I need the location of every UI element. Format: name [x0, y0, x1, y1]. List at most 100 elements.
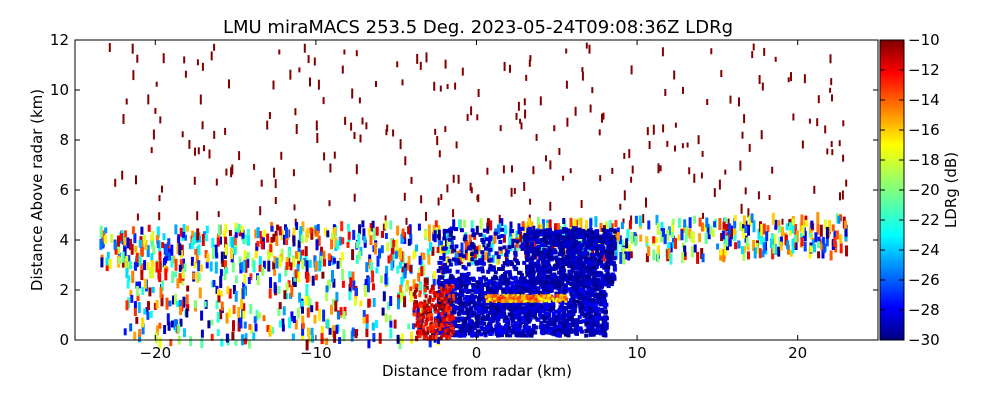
- heatmap-cell: [570, 254, 574, 259]
- heatmap-cell: [217, 224, 221, 236]
- heatmap-cell: [541, 299, 545, 303]
- heatmap-cell: [510, 187, 513, 197]
- heatmap-cell: [486, 243, 491, 248]
- heatmap-cell: [589, 315, 593, 320]
- heatmap-cell: [531, 288, 536, 293]
- heatmap-cell: [266, 120, 269, 130]
- heatmap-cell: [603, 309, 608, 314]
- heatmap-cell: [292, 277, 296, 287]
- heatmap-cell: [563, 283, 567, 288]
- heatmap-cell: [385, 265, 389, 276]
- heatmap-cell: [150, 253, 154, 263]
- heatmap-cell: [388, 315, 392, 326]
- heatmap-cell: [565, 232, 570, 237]
- heatmap-cell: [556, 223, 560, 233]
- heatmap-cell: [158, 260, 162, 273]
- heatmap-cell: [452, 296, 456, 301]
- heatmap-cell: [535, 245, 540, 250]
- heatmap-cell: [629, 251, 633, 259]
- heatmap-cell: [451, 284, 455, 289]
- heatmap-cell: [499, 299, 503, 303]
- heatmap-cell: [529, 285, 534, 289]
- heatmap-cell: [416, 53, 419, 64]
- heatmap-cell: [476, 114, 479, 121]
- heatmap-cell: [541, 272, 546, 277]
- heatmap-cell: [514, 301, 519, 306]
- heatmap-cell: [516, 294, 520, 297]
- heatmap-cell: [449, 284, 453, 289]
- heatmap-cell: [225, 333, 229, 343]
- heatmap-cell: [307, 55, 310, 64]
- heatmap-cell: [384, 233, 388, 239]
- heatmap-cell: [652, 124, 655, 135]
- heatmap-cell: [828, 220, 832, 233]
- heatmap-cell: [526, 221, 530, 232]
- heatmap-cell: [444, 328, 448, 333]
- heatmap-cell: [501, 264, 506, 269]
- heatmap-cell: [539, 232, 544, 237]
- heatmap-cell: [609, 227, 614, 232]
- heatmap-cell: [466, 246, 471, 251]
- heatmap-cell: [351, 327, 355, 337]
- heatmap-cell: [765, 231, 769, 242]
- heatmap-cell: [364, 279, 368, 286]
- heatmap-cell: [468, 325, 473, 330]
- heatmap-cell: [517, 270, 521, 275]
- heatmap-cell: [399, 284, 403, 293]
- heatmap-cell: [140, 247, 144, 257]
- heatmap-cell: [667, 248, 671, 260]
- heatmap-cell: [449, 299, 453, 304]
- heatmap-cell: [443, 333, 447, 338]
- heatmap-cell: [584, 333, 589, 338]
- heatmap-cell: [357, 250, 361, 260]
- heatmap-cell: [367, 227, 371, 236]
- heatmap-cell: [551, 297, 555, 301]
- heatmap-cell: [436, 268, 441, 273]
- heatmap-cell: [542, 323, 547, 328]
- heatmap-cell: [480, 303, 484, 308]
- heatmap-cell: [212, 279, 216, 287]
- heatmap-cell: [620, 222, 624, 230]
- heatmap-cell: [108, 43, 111, 52]
- heatmap-cell: [630, 232, 634, 244]
- heatmap-cell: [478, 293, 482, 298]
- heatmap-cell: [563, 332, 568, 337]
- heatmap-cell: [438, 292, 442, 297]
- heatmap-cell: [568, 328, 573, 333]
- heatmap-cell: [182, 224, 186, 235]
- heatmap-cell: [289, 69, 292, 80]
- heatmap-cell: [123, 247, 127, 258]
- heatmap-cell: [525, 264, 529, 269]
- heatmap-cell: [777, 246, 781, 257]
- heatmap-cell: [374, 319, 378, 328]
- heatmap-cell: [520, 226, 525, 231]
- heatmap-cell: [507, 245, 512, 250]
- heatmap-cell: [541, 219, 545, 231]
- heatmap-cell: [237, 307, 241, 318]
- heatmap-cell: [449, 325, 453, 330]
- heatmap-cell: [129, 289, 133, 296]
- heatmap-cell: [589, 272, 594, 277]
- heatmap-cell: [591, 305, 596, 310]
- heatmap-cell: [433, 230, 437, 243]
- heatmap-cell: [558, 305, 563, 310]
- heatmap-cell: [595, 326, 600, 331]
- heatmap-cell: [536, 279, 541, 284]
- heatmap-cell: [255, 309, 259, 321]
- heatmap-cell: [239, 317, 243, 329]
- heatmap-cell: [573, 218, 577, 231]
- heatmap-cell: [477, 244, 481, 252]
- heatmap-cell: [462, 254, 466, 259]
- heatmap-cell: [549, 201, 552, 211]
- heatmap-cell: [332, 298, 335, 306]
- heatmap-cell: [186, 304, 190, 312]
- heatmap-cell: [474, 331, 479, 336]
- heatmap-cell: [459, 329, 464, 333]
- heatmap-cell: [604, 276, 608, 281]
- heatmap-cell: [416, 319, 420, 324]
- heatmap-cell: [285, 293, 289, 300]
- heatmap-cell: [487, 247, 491, 258]
- heatmap-cell: [470, 228, 475, 233]
- x-axis-label: Distance from radar (km): [382, 362, 572, 380]
- heatmap-cell: [575, 299, 579, 304]
